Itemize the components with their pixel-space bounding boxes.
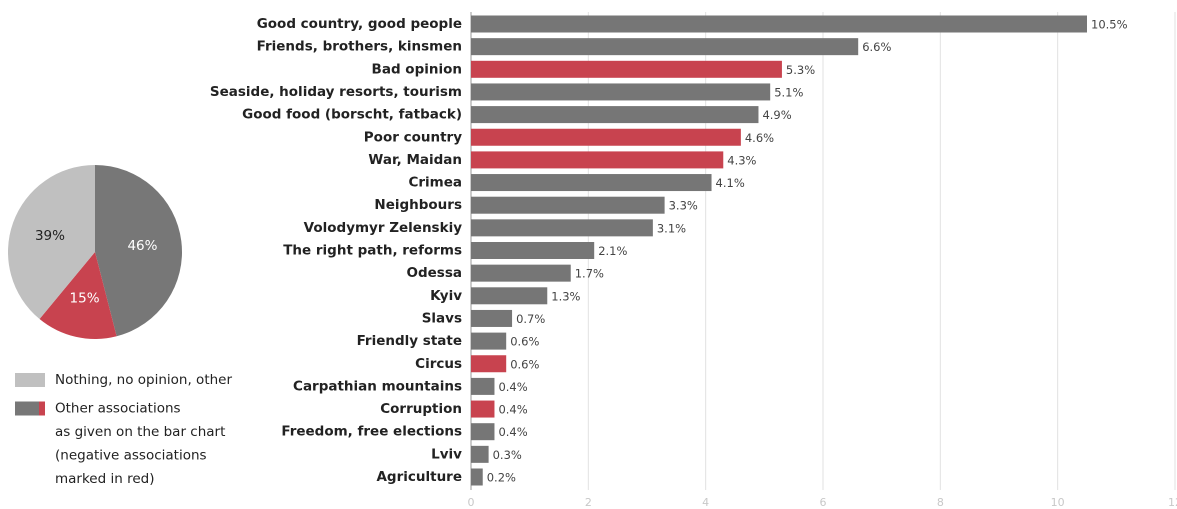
value-label: 2.1% xyxy=(598,244,627,258)
bar xyxy=(471,377,495,395)
value-label: 4.1% xyxy=(716,176,745,190)
legend-label: Nothing, no opinion, other xyxy=(55,372,232,388)
legend-swatch xyxy=(39,401,45,416)
bar xyxy=(471,445,489,463)
legend-label: marked in red) xyxy=(55,471,154,487)
category-label: Friendly state xyxy=(357,333,462,349)
value-label: 5.1% xyxy=(774,85,803,99)
x-tick-label: 6 xyxy=(820,496,827,509)
pie-label: 39% xyxy=(35,228,65,244)
bar xyxy=(471,196,665,214)
category-label: Seaside, holiday resorts, tourism xyxy=(210,84,462,100)
legend-label: as given on the bar chart xyxy=(55,424,225,440)
value-label: 0.4% xyxy=(498,403,527,417)
category-label: Lviv xyxy=(431,446,462,462)
category-label: Agriculture xyxy=(376,469,462,485)
bar xyxy=(471,151,724,169)
value-label: 4.3% xyxy=(727,153,756,167)
category-label: Odessa xyxy=(407,265,462,281)
legend-label: Other associations xyxy=(55,401,181,417)
category-label: Carpathian mountains xyxy=(293,378,462,394)
category-label: The right path, reforms xyxy=(283,243,462,259)
value-label: 6.6% xyxy=(862,40,891,54)
bar xyxy=(471,332,507,350)
bar xyxy=(471,60,782,78)
value-label: 4.6% xyxy=(745,131,774,145)
category-label: War, Maidan xyxy=(368,152,462,168)
x-tick-label: 10 xyxy=(1051,496,1065,509)
pie-slice xyxy=(95,165,182,337)
category-label: Freedom, free elections xyxy=(281,424,462,440)
value-label: 1.3% xyxy=(551,289,580,303)
value-label: 3.1% xyxy=(657,221,686,235)
value-label: 1.7% xyxy=(575,267,604,281)
category-label: Friends, brothers, kinsmen xyxy=(257,39,462,55)
category-label: Neighbours xyxy=(374,197,462,213)
bar xyxy=(471,287,548,305)
x-tick-label: 2 xyxy=(585,496,592,509)
category-label: Bad opinion xyxy=(372,61,462,77)
category-label: Good country, good people xyxy=(257,16,462,32)
value-label: 0.6% xyxy=(510,335,539,349)
value-label: 0.7% xyxy=(516,312,545,326)
category-label: Poor country xyxy=(364,129,462,145)
value-label: 0.6% xyxy=(510,357,539,371)
x-tick-label: 0 xyxy=(468,496,475,509)
bar xyxy=(471,174,712,192)
bar xyxy=(471,355,507,373)
legend-swatch xyxy=(15,373,45,387)
pie-label: 46% xyxy=(127,238,157,254)
bar xyxy=(471,468,483,486)
bar xyxy=(471,15,1087,33)
bar xyxy=(471,242,595,259)
pie-slice xyxy=(8,165,95,320)
category-label: Circus xyxy=(415,356,462,372)
bar xyxy=(471,219,653,237)
value-label: 4.9% xyxy=(762,108,791,122)
x-tick-label: 8 xyxy=(937,496,944,509)
value-label: 10.5% xyxy=(1091,18,1128,32)
category-label: Kyiv xyxy=(430,288,462,304)
legend-label: (negative associations xyxy=(55,448,207,464)
bar xyxy=(471,264,571,282)
x-tick-label: 12 xyxy=(1168,496,1177,509)
bar xyxy=(471,400,495,418)
category-label: Slavs xyxy=(422,310,462,326)
value-label: 0.3% xyxy=(493,448,522,462)
legend-swatch xyxy=(15,401,39,416)
category-label: Volodymyr Zelenskiy xyxy=(304,220,463,236)
bar xyxy=(471,106,759,124)
value-label: 0.4% xyxy=(498,380,527,394)
category-label: Corruption xyxy=(380,401,462,417)
bar xyxy=(471,83,771,101)
value-label: 3.3% xyxy=(669,199,698,213)
bar xyxy=(471,128,741,146)
bar xyxy=(471,309,513,327)
value-label: 0.4% xyxy=(498,425,527,439)
category-label: Crimea xyxy=(408,175,462,191)
value-label: 0.2% xyxy=(487,471,516,485)
pie-label: 15% xyxy=(70,291,100,307)
x-tick-label: 4 xyxy=(702,496,709,509)
bar xyxy=(471,423,495,441)
bar xyxy=(471,38,859,56)
category-label: Good food (borscht, fatback) xyxy=(242,107,462,123)
pie-slice xyxy=(39,252,117,339)
value-label: 5.3% xyxy=(786,63,815,77)
